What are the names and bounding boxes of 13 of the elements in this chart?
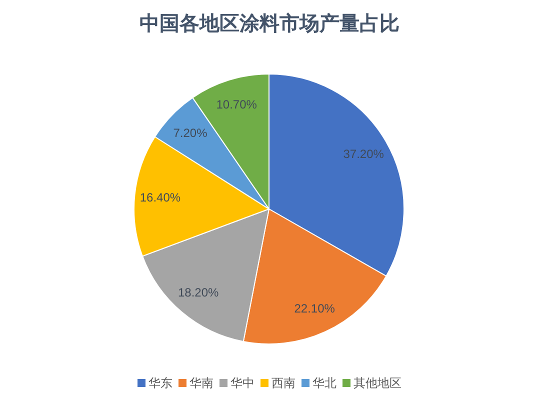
legend-label: 华北 — [312, 376, 336, 390]
legend-label: 其他地区 — [354, 376, 402, 390]
legend-label: 华南 — [190, 376, 214, 390]
data-label: 37.20% — [343, 147, 384, 162]
data-label: 18.20% — [178, 285, 220, 300]
legend-label: 华中 — [230, 376, 254, 390]
data-label: 22.10% — [294, 301, 336, 316]
legend-label: 西南 — [272, 376, 296, 390]
legend-label: 华东 — [148, 376, 172, 390]
data-label: 7.20% — [173, 126, 208, 140]
data-label: 10.70% — [216, 98, 258, 112]
data-label: 16.40% — [140, 190, 181, 205]
chart-title: 中国各地区涂料市场产量占比 — [140, 12, 400, 35]
